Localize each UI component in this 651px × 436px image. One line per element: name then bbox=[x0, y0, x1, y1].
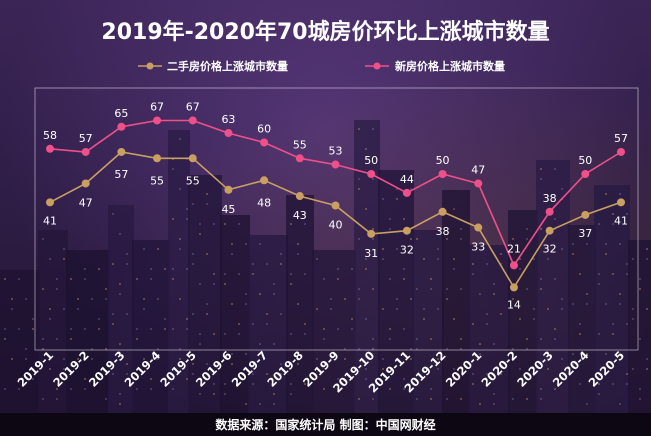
data-label: 58 bbox=[43, 129, 57, 142]
data-label: 53 bbox=[329, 145, 343, 158]
data-point bbox=[188, 154, 197, 163]
data-point bbox=[224, 129, 233, 138]
data-label: 31 bbox=[364, 247, 378, 260]
data-point bbox=[295, 154, 304, 163]
footer-bar bbox=[0, 413, 651, 436]
x-tick-label: 2019-3 bbox=[86, 348, 128, 390]
data-label: 55 bbox=[150, 174, 164, 187]
data-point bbox=[188, 116, 197, 125]
data-label: 32 bbox=[400, 244, 414, 257]
x-tick-label: 2020-4 bbox=[550, 348, 592, 390]
data-point bbox=[331, 160, 340, 169]
legend-label: 新房价格上涨城市数量 bbox=[395, 59, 505, 73]
legend: 二手房价格上涨城市数量 新房价格上涨城市数量 bbox=[138, 59, 505, 73]
data-label: 67 bbox=[150, 100, 164, 113]
data-label: 38 bbox=[543, 192, 557, 205]
chart-title: 2019年-2020年70城房价环比上涨城市数量 bbox=[101, 20, 550, 45]
data-label: 48 bbox=[257, 196, 271, 209]
data-point bbox=[46, 144, 54, 153]
data-label: 32 bbox=[543, 243, 557, 256]
x-tick-label: 2019-5 bbox=[157, 348, 199, 390]
x-axis-tick-labels: 2019-12019-22019-32019-42019-52019-62019… bbox=[15, 348, 628, 395]
data-point bbox=[81, 147, 90, 156]
data-point bbox=[46, 198, 54, 207]
data-label: 21 bbox=[507, 242, 521, 255]
x-tick-label: 2019-4 bbox=[122, 348, 164, 390]
data-point bbox=[474, 223, 483, 232]
data-point bbox=[581, 210, 590, 219]
series-line bbox=[49, 119, 622, 268]
x-tick-label: 2019-7 bbox=[229, 348, 271, 390]
legend-label: 二手房价格上涨城市数量 bbox=[167, 59, 288, 73]
data-point bbox=[402, 188, 411, 197]
data-point bbox=[509, 283, 518, 292]
data-label: 50 bbox=[436, 154, 450, 167]
data-label: 65 bbox=[114, 107, 128, 120]
data-point bbox=[438, 207, 447, 216]
data-label: 14 bbox=[507, 298, 521, 311]
data-point bbox=[81, 179, 90, 188]
data-label: 50 bbox=[364, 154, 378, 167]
data-point bbox=[331, 201, 340, 210]
x-tick-label: 2019-8 bbox=[264, 348, 306, 390]
data-point bbox=[153, 154, 162, 163]
data-label: 43 bbox=[293, 209, 307, 222]
data-label: 45 bbox=[221, 203, 235, 216]
data-point bbox=[545, 207, 554, 216]
legend-marker bbox=[373, 62, 381, 70]
legend-marker bbox=[146, 62, 154, 70]
data-label: 57 bbox=[114, 168, 128, 181]
plot-frame bbox=[34, 87, 639, 351]
data-label: 55 bbox=[186, 174, 200, 187]
data-point bbox=[402, 226, 411, 235]
data-point bbox=[260, 176, 269, 185]
series-2: 58 57 65 67 67 63 60 55 53 50 44 50 47 21 38 50 57 bbox=[43, 100, 628, 270]
data-label: 47 bbox=[471, 163, 485, 176]
data-label: 40 bbox=[329, 219, 343, 232]
data-point bbox=[260, 138, 269, 147]
data-point bbox=[117, 122, 126, 131]
data-label: 50 bbox=[578, 154, 592, 167]
data-label: 67 bbox=[186, 100, 200, 113]
data-label: 33 bbox=[471, 241, 485, 254]
data-label: 57 bbox=[614, 132, 628, 145]
data-label: 47 bbox=[79, 196, 93, 209]
data-label: 37 bbox=[578, 227, 592, 240]
legend-item-1: 二手房价格上涨城市数量 bbox=[138, 59, 288, 73]
data-label: 41 bbox=[614, 214, 628, 227]
x-tick-label: 2020-1 bbox=[443, 348, 485, 390]
data-point bbox=[367, 229, 376, 238]
data-label: 44 bbox=[400, 173, 414, 186]
data-point bbox=[117, 147, 126, 156]
data-point bbox=[617, 147, 625, 156]
x-tick-label: 2019-2 bbox=[50, 348, 92, 390]
series-1: 41 47 57 55 55 45 48 43 40 31 32 38 33 14 32 37 41 bbox=[43, 147, 628, 311]
data-point bbox=[474, 179, 483, 188]
data-label: 55 bbox=[293, 138, 307, 151]
data-label: 60 bbox=[257, 123, 271, 136]
x-tick-label: 2020-5 bbox=[586, 348, 628, 390]
x-tick-label: 2019-1 bbox=[15, 348, 57, 390]
data-point bbox=[438, 170, 447, 178]
data-label: 41 bbox=[43, 214, 57, 227]
legend-item-2: 新房价格上涨城市数量 bbox=[365, 59, 505, 73]
data-point bbox=[509, 261, 518, 270]
data-label: 57 bbox=[79, 132, 93, 145]
data-point bbox=[295, 192, 304, 201]
data-point bbox=[224, 185, 233, 194]
source-caption: 数据来源：国家统计局 制图：中国网财经 bbox=[215, 418, 436, 432]
data-point bbox=[367, 170, 376, 178]
data-point bbox=[153, 116, 162, 125]
data-label: 38 bbox=[436, 225, 450, 238]
x-tick-label: 2020-2 bbox=[478, 348, 520, 390]
data-point bbox=[581, 170, 590, 178]
data-point bbox=[617, 198, 625, 207]
series-layer: 41 47 57 55 55 45 48 43 40 31 32 38 33 14 32 37 41 58 57 65… bbox=[43, 100, 628, 311]
x-tick-label: 2019-6 bbox=[193, 348, 235, 390]
data-point bbox=[545, 226, 554, 235]
data-label: 63 bbox=[221, 113, 235, 126]
x-tick-label: 2020-3 bbox=[514, 348, 556, 390]
